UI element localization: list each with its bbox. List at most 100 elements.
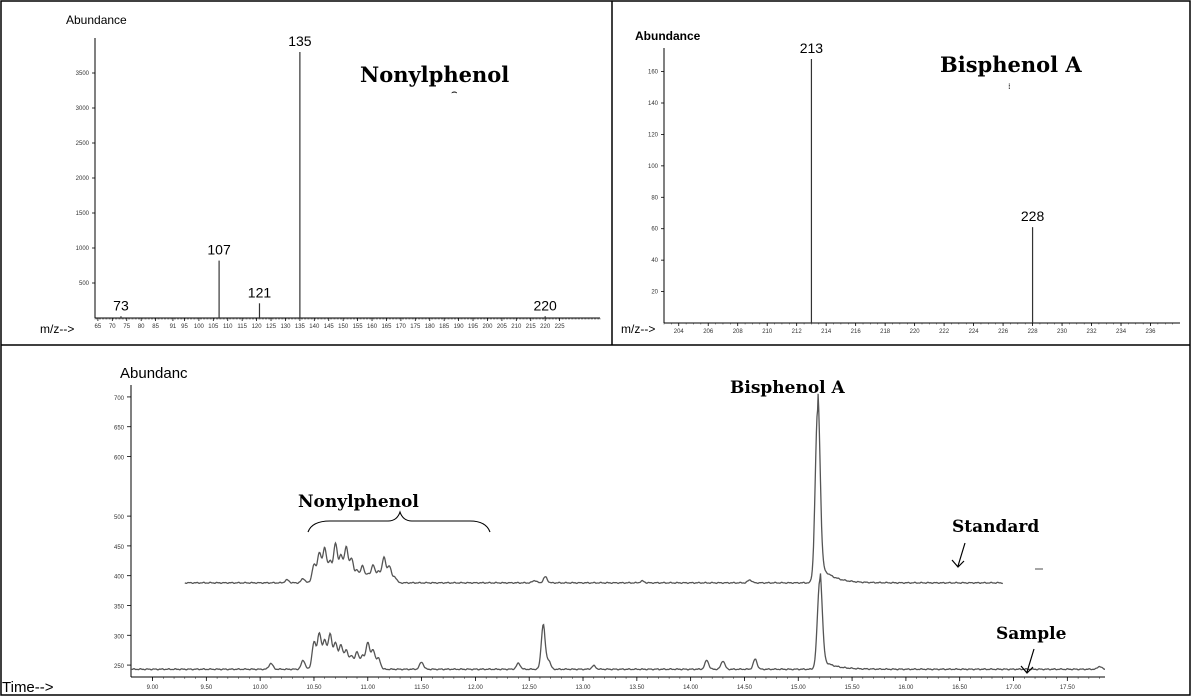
spectrum1-xtick-label: 180 (425, 324, 436, 330)
chromatogram-xtick-label: 10.00 (253, 685, 269, 691)
spectrum1-title: Nonylphenol (360, 62, 509, 87)
chromatogram: Abundanc Time--> 250 300 350 400 450 500 600 65… (2, 365, 1105, 696)
chromatogram-xtick-label: 16.00 (898, 685, 914, 691)
chromatogram-xtick-label: 14.00 (683, 685, 699, 691)
spectrum1-ytick-label: 2500 (76, 141, 90, 147)
spectrum1-xtick-label: 210 (511, 324, 522, 330)
spectrum1-xtick-label: 105 (208, 324, 219, 330)
spectrum2-ytick-label: 60 (651, 227, 658, 233)
spectrum2-xtick-label: 214 (821, 329, 832, 335)
chromatogram-xtick-label: 12.50 (522, 685, 538, 691)
chromatogram-xlabel: Time--> (2, 679, 54, 696)
spectrum1-ytick-label: 500 (79, 281, 90, 287)
spectrum1-xtick-label: 225 (555, 324, 566, 330)
spectrum1-xtick-label: 190 (454, 324, 465, 330)
spectrum1-xtick-label: 175 (410, 324, 421, 330)
spectrum2-xtick-label: 218 (880, 329, 891, 335)
spectrum2-xlabel: m/z--> (621, 322, 655, 336)
spectrum1-xtick-label: 140 (309, 324, 320, 330)
chromatogram-ytick-label: 350 (114, 604, 125, 610)
nonylphenol-annotation: Nonylphenol (298, 492, 419, 512)
spectrum1-xlabel: m/z--> (40, 322, 74, 336)
chromatogram-xtick-label: 10.50 (306, 685, 322, 691)
spectrum2-xtick-label: 234 (1116, 329, 1127, 335)
spectrum2-xtick-label: 230 (1057, 329, 1068, 335)
spectrum1-xtick-label: 110 (223, 324, 233, 330)
chromatogram-ytick-label: 300 (114, 634, 125, 640)
spectrum2-ytick-label: 40 (651, 258, 658, 264)
spectrum2-peak-label-228: 228 (1021, 208, 1045, 224)
spectrum1-xtick-label: 200 (482, 324, 493, 330)
spectrum1-peak-label-220: 220 (533, 297, 557, 313)
standard-trace (184, 393, 1004, 585)
spectrum1-xtick-label: 135 (295, 324, 306, 330)
nonylphenol-spectrum: Abundance m/z--> Nonylphenol 500 1000 1500… (40, 13, 601, 336)
spectrum1-xtick-label: 150 (338, 324, 349, 330)
spectrum2-xtick-label: 206 (703, 329, 714, 335)
chromatogram-xtick-label: 9.50 (200, 685, 212, 691)
spectrum1-xtick-label: 195 (468, 324, 479, 330)
spectrum1-ytick-label: 1000 (76, 246, 90, 252)
spectrum2-xtick-label: 220 (910, 329, 921, 335)
spectrum2-title: Bisphenol A (940, 52, 1082, 77)
spectrum1-ytick-label: 3000 (76, 106, 90, 112)
chromatogram-ytick-label: 400 (114, 575, 125, 581)
sample-arrow (1020, 648, 1035, 674)
spectrum1-mark: ⌢ (451, 87, 458, 98)
spectrum2-ytick-label: 160 (648, 70, 659, 76)
spectrum2-xtick-label: 232 (1087, 329, 1098, 335)
spectrum1-xtick-label: 75 (123, 324, 130, 330)
spectrum1-xtick-label: 120 (252, 324, 263, 330)
spectrum1-xtick-label: 165 (381, 324, 392, 330)
chromatogram-ytick-label: 450 (114, 545, 125, 551)
spectrum1-peak-label-73: 73 (113, 297, 129, 313)
spectrum2-peaks: 213 228 (800, 40, 1045, 323)
spectrum2-peak-label-213: 213 (800, 40, 824, 56)
spectrum2-xtick-label: 210 (762, 329, 773, 335)
sample-annotation: Sample (996, 624, 1067, 644)
spectrum1-x-ticks: 65 70 75 80 85 91 95 100 105 110 115 120 125 130 135 14… (95, 318, 601, 330)
spectrum2-ytick-label: 100 (648, 164, 659, 170)
standard-annotation: Standard (952, 517, 1039, 537)
spectrum1-xtick-label: 160 (367, 324, 378, 330)
chromatogram-ytick-label: 600 (114, 456, 125, 462)
spectrum1-ylabel: Abundance (66, 13, 127, 27)
sample-trace (130, 573, 1105, 671)
chromatogram-xtick-label: 11.50 (414, 685, 429, 691)
chromatogram-ylabel: Abundanc (120, 365, 188, 382)
chromatogram-xtick-label: 15.00 (791, 685, 807, 691)
chromatogram-xtick-label: 15.50 (845, 685, 861, 691)
spectrum1-xtick-label: 95 (181, 324, 188, 330)
chromatogram-xtick-label: 9.00 (147, 685, 159, 691)
spectrum1-xtick-label: 85 (152, 324, 159, 330)
spectrum2-xtick-label: 236 (1146, 329, 1157, 335)
spectrum1-peak-label-121: 121 (248, 284, 272, 300)
spectrum1-xtick-label: 185 (439, 324, 450, 330)
spectrum1-xtick-label: 215 (526, 324, 537, 330)
spectrum1-peaks: 73 107 121 135 220 (113, 33, 557, 318)
spectrum1-xtick-label: 170 (396, 324, 407, 330)
spectrum1-xtick-label: 115 (237, 324, 247, 330)
spectrum2-mark: ⁞ (1008, 82, 1011, 91)
spectrum2-xtick-label: 204 (674, 329, 685, 335)
spectrum1-xtick-label: 205 (497, 324, 508, 330)
nonylphenol-brace (307, 510, 491, 533)
chromatogram-y-ticks: 250 300 350 400 450 500 600 650 700 (114, 396, 131, 670)
spectrum2-ytick-label: 20 (651, 290, 658, 296)
spectrum2-xtick-label: 212 (792, 329, 803, 335)
spectrum1-xtick-label: 130 (280, 324, 291, 330)
spectrum2-xtick-label: 224 (969, 329, 980, 335)
chromatogram-xtick-label: 11.00 (360, 685, 375, 691)
spectrum2-xtick-label: 222 (939, 329, 950, 335)
spectrum2-x-ticks: 204 206 208 210 212 214 216 218 220 222 224 226 228 2… (663, 323, 1173, 335)
chromatogram-x-ticks: 9.00 9.50 10.00 10.50 11.00 11.50 12.00 12.50 13… (147, 677, 1100, 691)
spectrum1-xtick-label: 155 (353, 324, 364, 330)
spectrum1-y-ticks: 500 1000 1500 2000 2500 3000 3500 (76, 71, 95, 287)
standard-arrow (951, 542, 966, 568)
bisphenol-a-annotation: Bisphenol A (730, 378, 846, 398)
spectrum1-xtick-label: 100 (194, 324, 205, 330)
bisphenol-a-spectrum: Abundance m/z--> Bisphenol A ⁞ 20 40 60 80 1… (621, 29, 1180, 336)
spectrum2-xtick-label: 228 (1028, 329, 1039, 335)
